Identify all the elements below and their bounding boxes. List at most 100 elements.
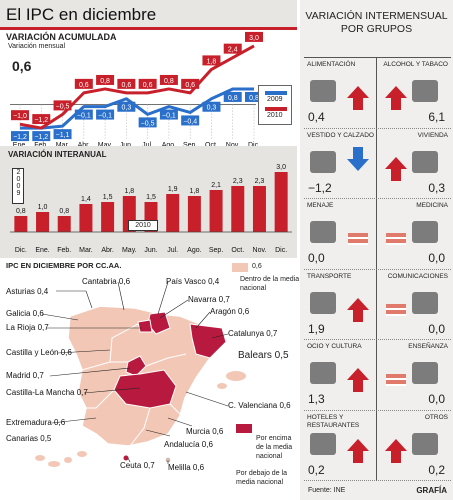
- grupo-value: 0,0: [308, 251, 325, 265]
- grupo-cell: VESTIDO Y CALZADO −1,2: [304, 128, 377, 199]
- bar-value-label: 1,4: [81, 196, 91, 203]
- grupo-icon: [412, 432, 438, 455]
- grupo-value: 1,3: [308, 392, 325, 406]
- grupo-value: 0,4: [308, 110, 325, 124]
- label-extremadura: Extremadura 0,6: [6, 418, 66, 427]
- x-tick-label: Sep.: [183, 142, 197, 149]
- bar: [14, 216, 28, 232]
- acumulada-chart: Ene. Feb. Mar. Abr. May. Jun. Jul. Ago. Sep. Oct.…: [10, 31, 263, 149]
- grupo-name: OTROS: [424, 413, 448, 421]
- label-canarias: Canarias 0,5: [6, 434, 52, 443]
- x-tick-label: Jun.: [120, 142, 133, 149]
- x-tick-label: May.: [122, 247, 137, 254]
- grupo-value: 0,2: [308, 462, 325, 477]
- arrow-up-icon: [385, 438, 407, 463]
- data-label-box: [202, 101, 221, 112]
- label-murcia: Murcia 0,6: [186, 427, 224, 436]
- x-tick-label: Jul.: [142, 142, 153, 149]
- data-label: −1,2: [13, 134, 27, 141]
- source-text: Fuente: INE: [308, 487, 346, 494]
- grupo-name: VESTIDO Y CALZADO: [307, 131, 374, 139]
- grupo-value: 6,1: [428, 110, 445, 124]
- data-label-box: [223, 91, 242, 102]
- legend-2010-swatch: [265, 107, 287, 111]
- grupo-name: TRANSPORTE: [307, 272, 352, 280]
- grupo-name: COMUNICACIONES: [387, 272, 448, 280]
- bar: [209, 190, 223, 232]
- region-madrid: [125, 355, 147, 377]
- interanual-chart: 0,8 Dic. 1,0 Ene. 0,8 Feb. 1,4 Mar. 1,5 Abr. 1,8 Ma…: [10, 164, 292, 254]
- grupo-cell: ALCOHOL Y TABACO 6,1: [378, 58, 451, 129]
- data-label: 0,3: [121, 105, 131, 112]
- data-label: 0,8: [164, 78, 174, 85]
- grupo-icon: [310, 362, 336, 384]
- grupo-value: 1,9: [308, 321, 325, 336]
- map-panel: IPC EN DICIEMBRE POR CC.AA.: [0, 258, 299, 488]
- grupo-icon: [310, 291, 336, 314]
- data-label: −1,0: [13, 113, 27, 120]
- bar-value-label: 2,1: [211, 182, 221, 189]
- data-label-box: [117, 101, 136, 112]
- bar-value-label: 1,9: [168, 186, 178, 193]
- bar: [166, 194, 180, 232]
- arrow-up-icon: [347, 297, 369, 322]
- x-tick-label: Ene.: [13, 142, 27, 149]
- data-label: 0,6: [185, 82, 195, 89]
- x-tick-label: Ene.: [35, 247, 49, 254]
- label-la-rioja: La Rioja 0,7: [6, 323, 49, 332]
- arrow-stem: [353, 380, 363, 392]
- arrow-stem: [391, 168, 401, 181]
- legend-above-swatch: [236, 424, 252, 433]
- data-label: 0,6: [121, 82, 131, 89]
- x-tick-label: Abr.: [101, 247, 114, 254]
- data-label-box: [245, 91, 263, 102]
- grupo-value: 0,0: [428, 321, 445, 336]
- grupos-grid: ALIMENTACIÓN 0,4 ALCOHOL Y TABACO 6,1 VESTID…: [304, 57, 451, 481]
- x-tick-label: Ago.: [187, 247, 201, 254]
- bar-value-label: 1,8: [190, 188, 200, 195]
- bar: [36, 212, 50, 232]
- data-label: −0,1: [162, 113, 176, 120]
- data-label-box: [117, 78, 136, 89]
- data-label-box: [96, 109, 115, 120]
- grupo-name: VIVIENDA: [417, 131, 448, 139]
- grupo-name: ALIMENTACIÓN: [307, 61, 356, 68]
- bar: [57, 216, 71, 232]
- grupo-value: 0,0: [428, 251, 445, 265]
- grupo-icon: [412, 362, 438, 384]
- data-label-box: [138, 78, 157, 89]
- grupo-cell: HOTELES Y RESTAURANTES 0,2: [304, 410, 377, 481]
- bar-value-label: 2,3: [255, 178, 265, 185]
- arrow-up-icon: [347, 368, 369, 392]
- data-label: −0,4: [183, 118, 197, 125]
- grupos-panel: VARIACIÓN INTERMENSUAL POR GRUPOS ALIMEN…: [300, 0, 453, 500]
- bar: [231, 186, 245, 232]
- arrow-stem: [353, 450, 363, 463]
- label-madrid: Madrid 0,7: [6, 371, 44, 380]
- bar-value-label: 1,5: [103, 194, 113, 201]
- data-label-box: [159, 109, 178, 120]
- flat-indicator: [348, 233, 368, 245]
- data-label: −0,5: [141, 120, 155, 127]
- canarias-island-1: [35, 455, 45, 461]
- grupo-icon: [310, 150, 336, 173]
- data-label-box: [74, 78, 93, 89]
- canarias-island-4: [77, 451, 87, 457]
- grupo-icon: [310, 80, 336, 102]
- spain-map: [35, 281, 246, 467]
- label-castilla-leon: Castilla y León 0,6: [6, 348, 72, 357]
- bar-value-label: 0,8: [16, 208, 26, 215]
- grupo-icon: [412, 291, 438, 314]
- grupo-value: 0,0: [428, 392, 445, 406]
- arrow-up-icon: [347, 86, 369, 110]
- data-label-box: [138, 117, 157, 128]
- arrow-stem: [391, 450, 401, 463]
- bar-value-label: 1,0: [38, 204, 48, 211]
- data-label-box: [202, 55, 221, 66]
- data-label: 0,6: [79, 82, 89, 89]
- x-tick-label: Oct.: [205, 142, 218, 149]
- series-line-2010: [19, 44, 255, 130]
- arrow-up-icon: [385, 156, 407, 181]
- flat-indicator: [386, 374, 406, 386]
- ceuta-dot: [123, 455, 129, 461]
